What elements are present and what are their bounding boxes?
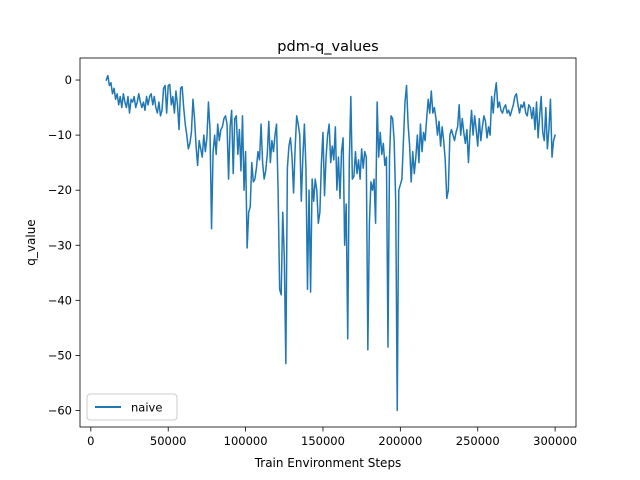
plot-frame — [79, 57, 577, 428]
x-tick-label: 50000 — [150, 434, 187, 448]
y-axis-label: q_value — [24, 219, 38, 265]
x-tick-label: 250000 — [456, 434, 500, 448]
x-tick-label: 150000 — [301, 434, 345, 448]
x-axis-label: Train Environment Steps — [254, 456, 402, 470]
y-tick-label: −30 — [48, 238, 72, 252]
y-tick-label: 0 — [65, 73, 72, 87]
plot-area — [79, 57, 577, 428]
legend-label-naive: naive — [131, 401, 162, 415]
y-tick-label: −10 — [48, 128, 72, 142]
y-tick-label: −60 — [48, 403, 72, 417]
x-axis: 0 50000 100000 150000 200000 250000 300000 — [87, 427, 577, 448]
x-tick-label: 200000 — [378, 434, 422, 448]
y-tick-label: −40 — [48, 293, 72, 307]
chart-title: pdm-q_values — [277, 39, 378, 55]
y-tick-label: −50 — [48, 348, 72, 362]
plot-background — [80, 58, 576, 427]
legend-box — [86, 393, 178, 421]
series-line-naive — [105, 74, 557, 412]
y-tick-label: −20 — [48, 183, 72, 197]
legend: naive — [86, 393, 178, 421]
y-axis: 0 −10 −20 −30 −40 −50 −60 — [48, 73, 80, 417]
x-tick-label: 300000 — [533, 434, 577, 448]
series-layer — [105, 74, 557, 412]
x-tick-label: 0 — [87, 434, 94, 448]
x-tick-label: 100000 — [224, 434, 268, 448]
